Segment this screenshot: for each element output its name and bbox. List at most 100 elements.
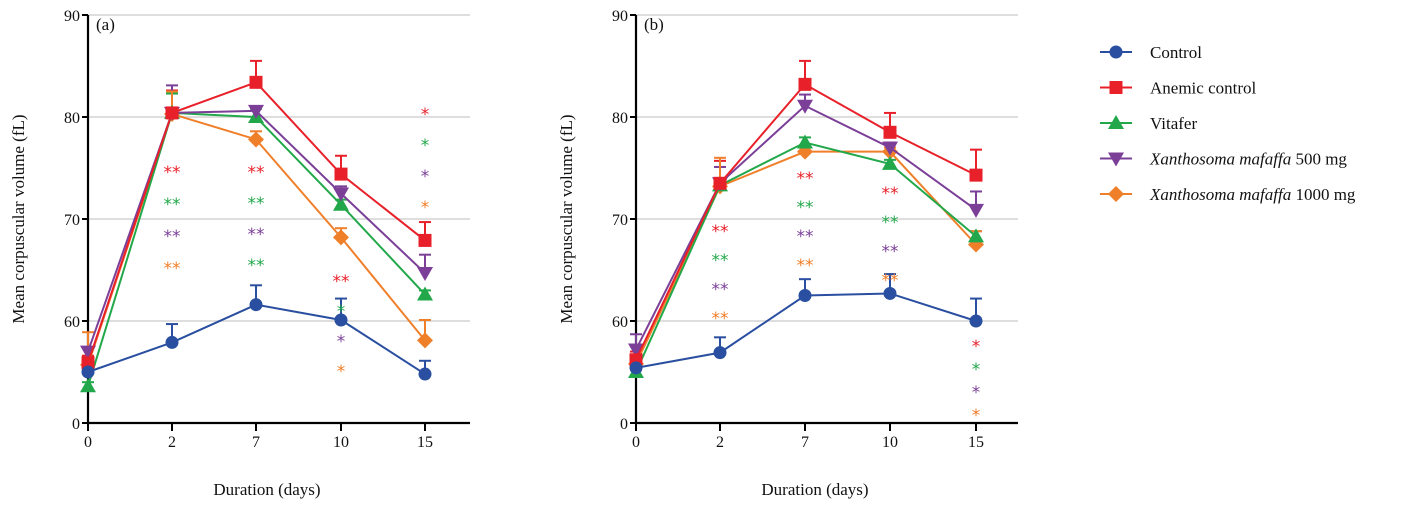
x-tick-label: 2	[168, 434, 176, 451]
significance-mark: **	[248, 256, 265, 276]
significance-mark: *	[421, 198, 430, 218]
x-tick-label: 10	[333, 434, 349, 451]
data-point-xanthosoma-mafaffa-500-mg	[248, 104, 264, 119]
x-axis-label: Duration (days)	[761, 480, 868, 499]
data-point-xanthosoma-mafaffa-500-mg	[797, 99, 813, 114]
data-point-anemic-control	[418, 233, 432, 247]
significance-mark: **	[882, 242, 899, 262]
data-point-control	[713, 346, 727, 360]
significance-mark: **	[797, 198, 814, 218]
significance-mark: **	[248, 225, 265, 245]
data-point-anemic-control	[334, 167, 348, 181]
data-point-control	[81, 365, 95, 379]
significance-mark: **	[248, 194, 265, 214]
legend-item-control: Control	[1100, 43, 1202, 62]
legend-label-italic: Xanthosoma mafaffa	[1149, 185, 1291, 204]
data-point-anemic-control	[165, 106, 179, 120]
chart-panel-a: 0 60 70 80 90 0 2 7 10 15 Duration (days) Mean corp…	[9, 8, 470, 499]
significance-mark: **	[712, 309, 729, 329]
series-line-control	[635, 292, 977, 369]
y-tick-label: 0	[72, 416, 80, 433]
legend-label: Xanthosoma mafaffa 1000 mg	[1149, 185, 1356, 204]
data-point-control	[969, 314, 983, 328]
significance-mark: **	[712, 280, 729, 300]
significance-mark: **	[712, 251, 729, 271]
data-point-vitafer	[797, 134, 813, 149]
y-tick-label: 60	[64, 314, 80, 331]
data-point-anemic-control	[969, 168, 983, 182]
legend-marker-triangle-up-icon	[1108, 115, 1124, 129]
legend-marker-circle-icon	[1109, 45, 1123, 59]
significance-mark: *	[972, 360, 981, 380]
significance-mark: **	[164, 259, 181, 279]
data-point-control	[629, 361, 643, 375]
legend-marker-square-icon	[1109, 81, 1123, 94]
significance-mark: **	[164, 195, 181, 215]
panel-label: (b)	[644, 15, 664, 34]
x-tick-label: 15	[417, 434, 433, 451]
significance-mark: **	[333, 272, 350, 292]
legend-label-suffix: 500 mg	[1291, 150, 1347, 169]
data-point-anemic-control	[713, 176, 727, 190]
significance-mark: *	[337, 362, 346, 382]
legend-marker-diamond-icon	[1108, 186, 1124, 202]
chart-panel-b: 0 60 70 80 90 0 2 7 10 15 Duration (days) Mean corp…	[557, 8, 1018, 499]
y-axis-label: Mean corpuscular volume (fL)	[557, 114, 576, 323]
data-point-control	[334, 313, 348, 327]
x-tick-label: 15	[968, 434, 984, 451]
data-point-vitafer	[333, 196, 349, 211]
y-tick-label: 70	[64, 212, 80, 229]
data-point-control	[883, 286, 897, 300]
y-tick-label: 80	[612, 110, 628, 127]
data-point-anemic-control	[249, 75, 263, 89]
data-point-control	[418, 367, 432, 381]
data-point-control	[165, 335, 179, 349]
legend-item-anemic-control: Anemic control	[1100, 79, 1256, 98]
significance-mark: **	[797, 227, 814, 247]
data-point-xanthosoma-mafaffa-1000-mg	[417, 332, 433, 349]
data-point-anemic-control	[81, 356, 95, 370]
y-tick-label: 90	[612, 8, 628, 25]
y-tick-label: 60	[612, 314, 628, 331]
legend-label-italic: Xanthosoma mafaffa	[1149, 150, 1291, 169]
significance-mark: **	[164, 163, 181, 183]
data-point-anemic-control	[883, 125, 897, 139]
x-tick-label: 7	[252, 434, 260, 451]
legend-label-text: Control	[1150, 43, 1202, 62]
significance-mark: **	[882, 184, 899, 204]
significance-mark: *	[972, 406, 981, 426]
significance-mark: *	[337, 332, 346, 352]
data-point-xanthosoma-mafaffa-500-mg	[417, 267, 433, 282]
y-axis-label: Mean corpuscular volume (fL)	[9, 114, 28, 323]
data-point-vitafer	[80, 378, 96, 393]
significance-mark: **	[882, 271, 899, 291]
significance-mark: **	[712, 222, 729, 242]
significance-mark: *	[421, 167, 430, 187]
legend-label-text: Vitafer	[1150, 114, 1197, 133]
y-tick-label: 80	[64, 110, 80, 127]
significance-mark: **	[164, 227, 181, 247]
legend-item-xanthosoma-mafaffa-1000-mg: Xanthosoma mafaffa 1000 mg	[1100, 185, 1356, 204]
significance-mark: **	[797, 169, 814, 189]
legend-label: Control	[1150, 43, 1202, 62]
x-axis-label: Duration (days)	[213, 480, 320, 499]
legend-label: Vitafer	[1150, 114, 1197, 133]
data-point-vitafer	[417, 286, 433, 301]
legend-item-xanthosoma-mafaffa-500-mg: Xanthosoma mafaffa 500 mg	[1100, 150, 1347, 169]
significance-mark: *	[972, 337, 981, 357]
x-tick-label: 7	[801, 434, 809, 451]
data-point-anemic-control	[798, 77, 812, 91]
x-tick-label: 10	[882, 434, 898, 451]
significance-mark: *	[337, 302, 346, 322]
data-point-xanthosoma-mafaffa-500-mg	[968, 203, 984, 218]
significance-mark: *	[421, 136, 430, 156]
data-point-vitafer	[882, 155, 898, 170]
data-point-xanthosoma-mafaffa-500-mg	[882, 141, 898, 156]
data-point-xanthosoma-mafaffa-500-mg	[333, 187, 349, 202]
series-line-vitafer	[87, 111, 426, 387]
x-tick-label: 0	[632, 434, 640, 451]
data-point-control	[798, 289, 812, 302]
y-tick-label: 90	[64, 8, 80, 25]
legend-label-suffix: 1000 mg	[1291, 185, 1356, 204]
significance-mark: **	[248, 163, 265, 183]
